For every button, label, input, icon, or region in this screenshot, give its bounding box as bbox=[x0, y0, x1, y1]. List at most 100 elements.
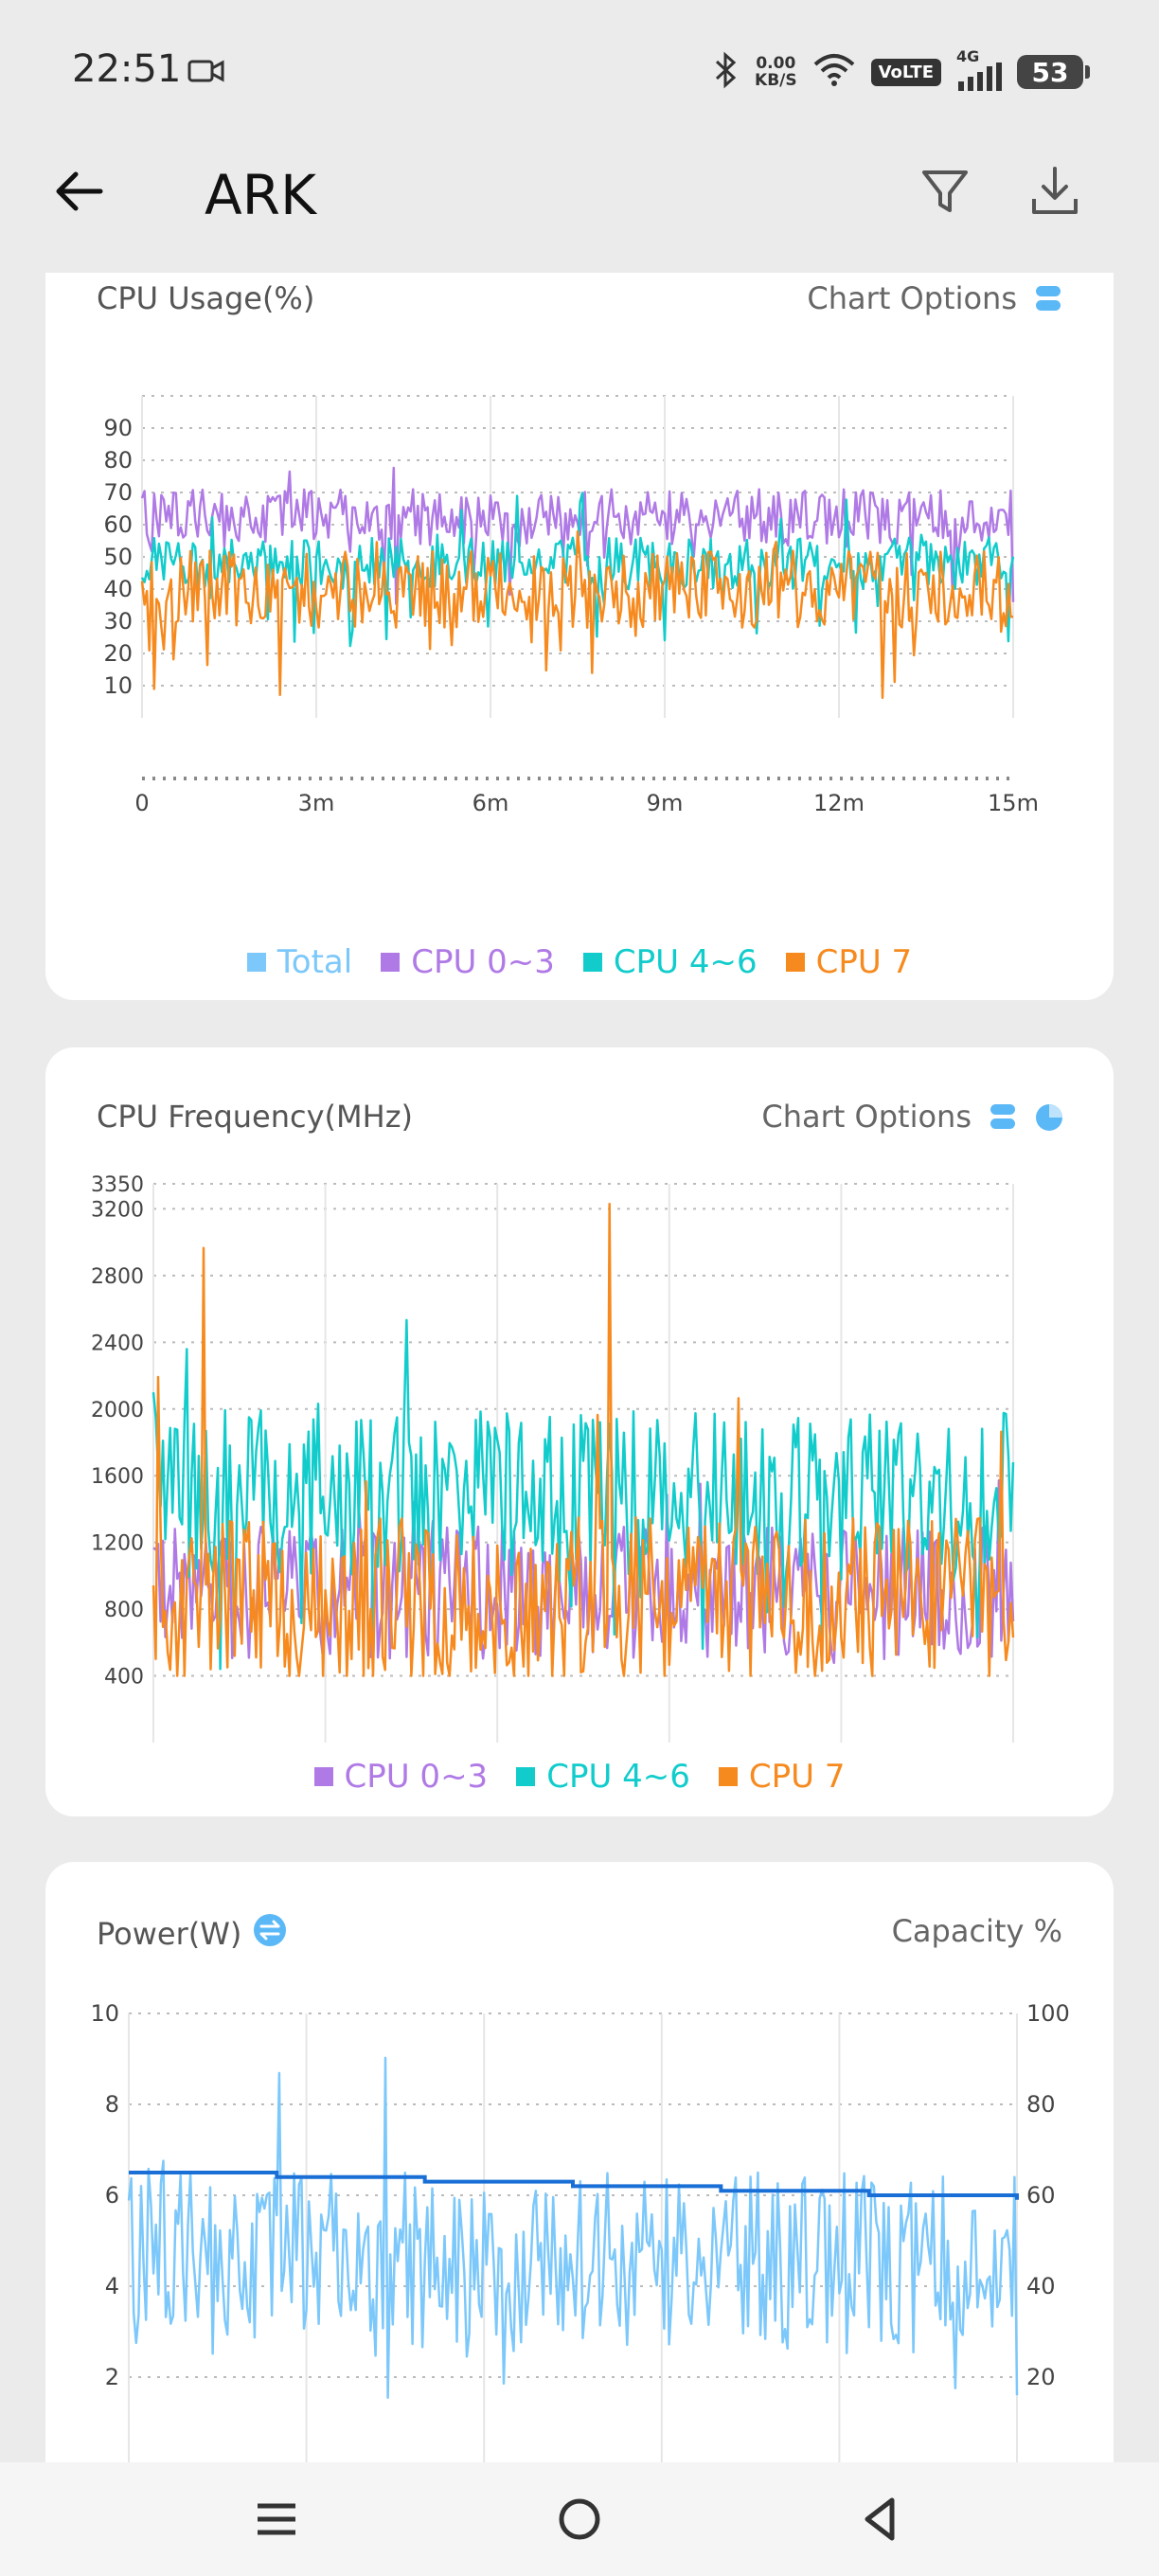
status-time: 22:51 bbox=[72, 47, 182, 91]
x-tick-label: 3m bbox=[298, 790, 335, 816]
cpu-frequency-title: CPU Frequency(MHz) bbox=[97, 1099, 413, 1135]
x-tick-label: 12m bbox=[813, 790, 865, 816]
y-tick-label: 10 bbox=[90, 2000, 119, 2027]
x-tick-label: 6m bbox=[473, 790, 509, 816]
y-tick-label: 2 bbox=[105, 2364, 119, 2390]
legend-label: CPU 4~6 bbox=[613, 943, 758, 981]
download-icon bbox=[1032, 167, 1078, 214]
legend-swatch bbox=[718, 1767, 738, 1786]
cpu-usage-options[interactable]: Chart Options bbox=[807, 280, 1062, 316]
cpu-usage-card: CPU Usage(%) Chart Options 10 20 30 40 50 60 7… bbox=[45, 273, 1114, 1000]
power-title-label: Power(W) bbox=[97, 1916, 242, 1952]
triangle-back-icon bbox=[865, 2497, 895, 2541]
y-tick-label: 50 bbox=[103, 544, 133, 570]
cpu-frequency-options[interactable]: Chart Options bbox=[761, 1099, 1062, 1135]
y-tick-label: 3200 bbox=[91, 1198, 144, 1222]
volte-badge: VoLTE bbox=[870, 58, 941, 86]
legend-item-cpu-4-6[interactable]: CPU 4~6 bbox=[516, 1758, 690, 1796]
power-card: Power(W) Capacity % 2 4 6 8 10 20 40 60 80 100 bbox=[45, 1862, 1114, 2487]
back-button[interactable] bbox=[49, 161, 110, 222]
y-tick-label: 6 bbox=[105, 2182, 119, 2209]
chart-options-label: Chart Options bbox=[807, 280, 1017, 316]
recent-apps-button[interactable] bbox=[248, 2491, 305, 2548]
series-line-capacity bbox=[129, 2171, 1019, 2200]
power-chart: 2 4 6 8 10 20 40 60 80 100 bbox=[90, 2000, 1070, 2468]
download-button[interactable] bbox=[1025, 161, 1085, 222]
legend-label: CPU 7 bbox=[815, 943, 913, 981]
y-tick-label: 20 bbox=[103, 640, 133, 667]
y-tick-label: 70 bbox=[103, 479, 133, 506]
y-tick-label: 80 bbox=[103, 447, 133, 474]
legend-swatch bbox=[246, 953, 266, 972]
legend-swatch bbox=[785, 953, 805, 972]
cpu-frequency-legend: CPU 0~3 CPU 4~6 CPU 7 bbox=[45, 1758, 1114, 1796]
x-tick-label: 9m bbox=[647, 790, 684, 816]
series-line-cpu-7 bbox=[152, 1202, 1015, 1677]
y-tick-label: 2400 bbox=[91, 1332, 144, 1355]
x-tick-label: 0 bbox=[134, 790, 149, 816]
cpu-frequency-card: CPU Frequency(MHz) Chart Options 400 800 1… bbox=[45, 1047, 1114, 1816]
legend-label: Total bbox=[276, 943, 353, 981]
chart-toggle-icon[interactable] bbox=[1034, 284, 1062, 313]
arrow-left-icon bbox=[56, 171, 103, 211]
chart-toggle-icon[interactable] bbox=[989, 1102, 1017, 1131]
y2-tick-label: 20 bbox=[1026, 2364, 1056, 2390]
y-tick-label: 40 bbox=[103, 576, 133, 602]
y2-tick-label: 100 bbox=[1026, 2000, 1070, 2027]
series-line-cpu-7 bbox=[140, 530, 1013, 700]
legend-item-cpu-0-3[interactable]: CPU 0~3 bbox=[313, 1758, 489, 1796]
series-line-power bbox=[127, 2056, 1019, 2399]
y-tick-label: 800 bbox=[104, 1599, 144, 1622]
legend-item-cpu-4-6[interactable]: CPU 4~6 bbox=[582, 943, 758, 981]
y-tick-label: 2800 bbox=[91, 1265, 144, 1289]
y-tick-label: 30 bbox=[103, 608, 133, 635]
legend-swatch bbox=[582, 953, 602, 972]
x-tick-label: 15m bbox=[988, 790, 1039, 816]
legend-swatch bbox=[381, 953, 401, 972]
y2-tick-label: 40 bbox=[1026, 2273, 1056, 2299]
series-line-cpu-0-3 bbox=[152, 1479, 1015, 1665]
cpu-usage-chart: 10 20 30 40 50 60 70 80 90 0 3m 6m 9m 12m 15m bbox=[103, 395, 1039, 816]
page-title: ARK bbox=[205, 163, 317, 227]
y-tick-label: 4 bbox=[105, 2273, 119, 2299]
legend-label: CPU 4~6 bbox=[546, 1758, 690, 1796]
legend-label: CPU 0~3 bbox=[344, 1758, 489, 1796]
y-tick-label: 1600 bbox=[91, 1465, 144, 1489]
cpu-frequency-chart: 400800120016002000240028003200335003m6m9… bbox=[91, 1173, 1015, 1743]
y2-tick-label: 60 bbox=[1026, 2182, 1056, 2209]
network-speed-value: 0.00 bbox=[756, 54, 796, 73]
legend-item-cpu-7[interactable]: CPU 7 bbox=[785, 943, 913, 981]
legend-swatch bbox=[313, 1767, 333, 1786]
status-bar: 22:51 0.00 KB/S VoLTE 4G 53 bbox=[0, 0, 1159, 133]
pie-chart-icon[interactable] bbox=[1034, 1102, 1062, 1131]
legend-item-total[interactable]: Total bbox=[246, 943, 353, 981]
network-type: 4G bbox=[956, 47, 980, 65]
legend-label: CPU 7 bbox=[748, 1758, 846, 1796]
filter-icon bbox=[922, 170, 968, 212]
legend-item-cpu-0-3[interactable]: CPU 0~3 bbox=[381, 943, 555, 981]
filter-button[interactable] bbox=[915, 161, 975, 222]
cellular-signal: 4G bbox=[956, 47, 1002, 91]
status-icons: 0.00 KB/S VoLTE 4G 53 bbox=[713, 47, 1090, 93]
y-tick-label: 60 bbox=[103, 511, 133, 538]
network-speed: 0.00 KB/S bbox=[755, 55, 797, 89]
battery-indicator: 53 bbox=[1017, 55, 1090, 89]
home-button[interactable] bbox=[551, 2491, 608, 2548]
chart-options-label: Chart Options bbox=[761, 1099, 972, 1135]
back-nav-button[interactable] bbox=[852, 2491, 909, 2548]
cpu-usage-legend: Total CPU 0~3 CPU 4~6 CPU 7 bbox=[45, 943, 1114, 981]
power-title: Power(W) bbox=[97, 1913, 287, 1955]
y-tick-label: 400 bbox=[104, 1666, 144, 1690]
bluetooth-icon bbox=[713, 51, 740, 93]
signal-bars-icon bbox=[958, 63, 1002, 91]
navigation-bar bbox=[0, 2462, 1159, 2576]
legend-item-cpu-7[interactable]: CPU 7 bbox=[718, 1758, 846, 1796]
y-tick-label: 1200 bbox=[91, 1532, 144, 1556]
legend-swatch bbox=[516, 1767, 536, 1786]
series-line-cpu-0-3 bbox=[140, 466, 1015, 605]
swap-icon[interactable] bbox=[253, 1913, 287, 1955]
menu-icon bbox=[258, 2503, 295, 2535]
legend-label: CPU 0~3 bbox=[411, 943, 555, 981]
app-bar: ARK bbox=[0, 133, 1159, 275]
cpu-usage-title: CPU Usage(%) bbox=[97, 280, 315, 316]
